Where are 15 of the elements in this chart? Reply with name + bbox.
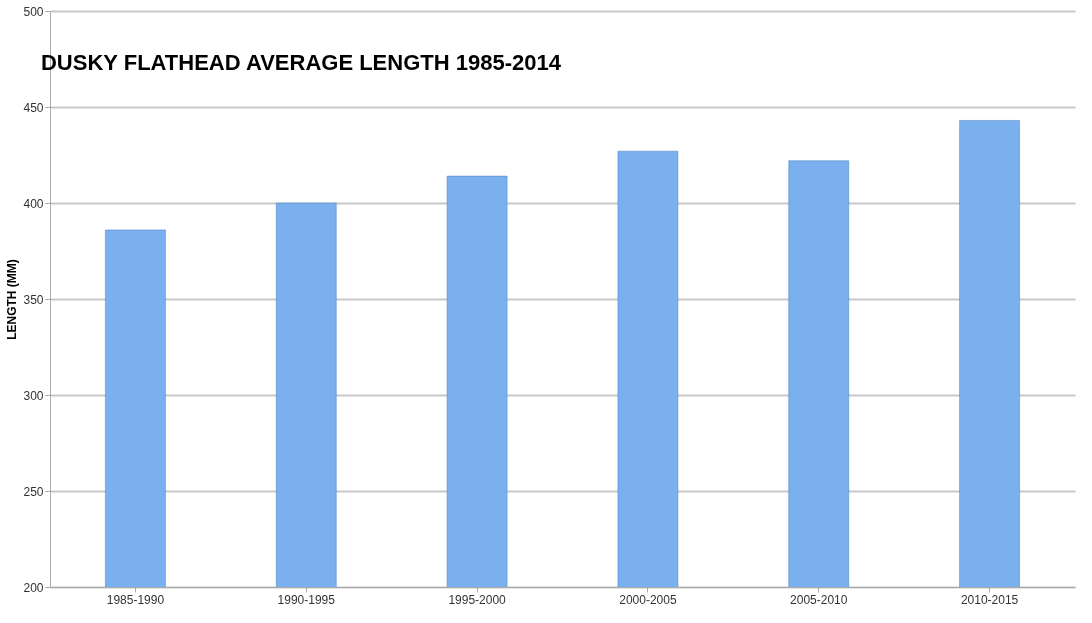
y-tick-label: 500 [23, 4, 44, 19]
y-tick-label: 250 [23, 484, 44, 499]
y-tick-label: 350 [23, 292, 44, 307]
x-tick-label: 2010-2015 [960, 592, 1019, 607]
x-tick-label: 1995-2000 [448, 592, 507, 607]
x-tick-label: 1985-1990 [106, 592, 165, 607]
text: DUSKY FLATHEAD AVERAGE LENGTH 1985-2014 [40, 50, 562, 75]
y-tick-label: 450 [23, 100, 44, 115]
x-tick-label: 2000-2005 [619, 592, 677, 607]
y-tick-label: 300 [23, 388, 44, 403]
y-axis-title: LENGTH (MM) [5, 259, 20, 340]
y-tick-label: 200 [23, 580, 44, 595]
x-tick-label: 2005-2010 [790, 592, 848, 607]
y-tick-label: 400 [23, 196, 44, 211]
x-tick-label: 1990-1995 [277, 592, 336, 607]
